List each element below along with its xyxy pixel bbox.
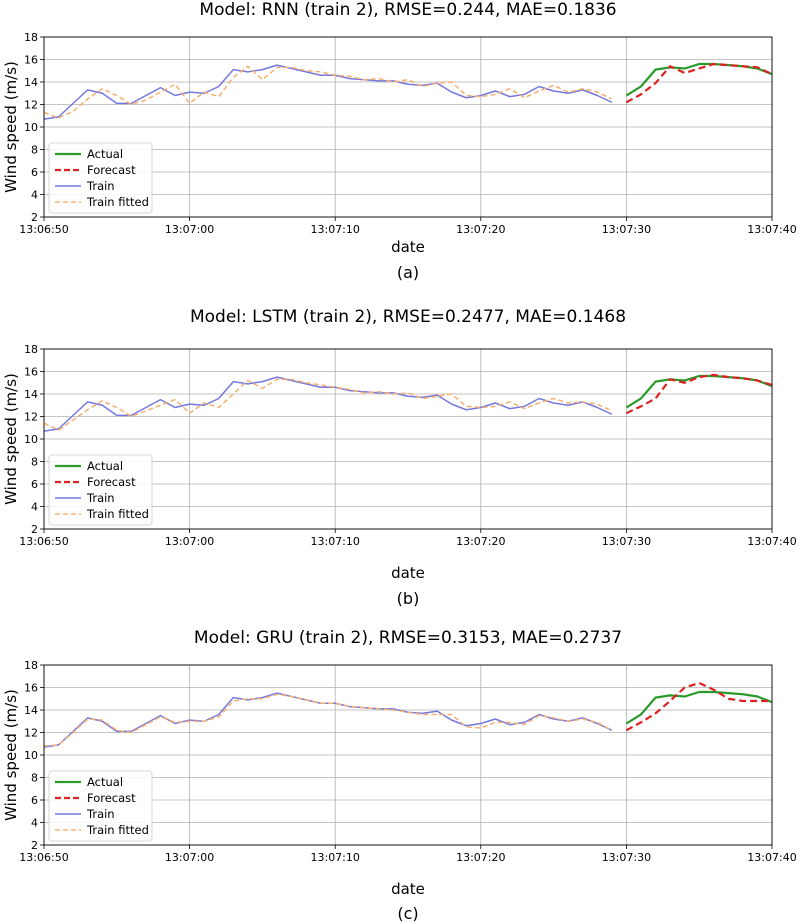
y-tick-label: 2 [31, 211, 38, 224]
chart-title: Model: RNN (train 2), RMSE=0.244, MAE=0.… [199, 0, 616, 20]
series-line-forecast [625, 681, 772, 732]
y-tick-label: 10 [24, 749, 38, 762]
y-tick-label: 2 [31, 839, 38, 852]
chart-title: Model: GRU (train 2), RMSE=0.3153, MAE=0… [194, 628, 622, 648]
x-tick-label: 13:07:30 [602, 535, 651, 548]
x-tick-label: 13:07:40 [747, 535, 796, 548]
series-line-train [43, 64, 613, 120]
chart-panel-lstm: Model: LSTM (train 2), RMSE=0.2477, MAE=… [2, 307, 797, 608]
x-tick-label: 13:07:30 [602, 223, 651, 236]
legend-box [48, 454, 153, 526]
series-line-actual [625, 690, 773, 725]
x-tick-label: 13:07:10 [310, 851, 359, 864]
x-tick-label: 13:07:00 [165, 535, 214, 548]
legend-label: Forecast [87, 475, 136, 489]
legend: Actual Forecast Train Train fitted [48, 142, 153, 214]
y-tick-label: 6 [31, 478, 38, 491]
series-line-train [43, 376, 613, 432]
legend-label: Train [86, 491, 115, 505]
legend-label: Forecast [87, 791, 136, 805]
y-axis-label: Wind speed (m/s) [2, 689, 20, 821]
y-tick-label: 18 [24, 659, 38, 672]
gridlines [43, 36, 773, 218]
y-axis-label: Wind speed (m/s) [2, 373, 20, 505]
legend-box [48, 142, 153, 214]
series-line-forecast [625, 373, 773, 415]
y-tick-label: 10 [24, 121, 38, 134]
legend: Actual Forecast Train Train fitted [48, 770, 153, 842]
legend-label: Forecast [87, 163, 136, 177]
legend-label: Train [86, 179, 115, 193]
y-tick-label: 18 [24, 31, 38, 44]
y-tick-label: 12 [24, 411, 38, 424]
x-tick-label: 13:07:10 [310, 535, 359, 548]
y-tick-label: 4 [31, 817, 38, 830]
y-tick-label: 8 [31, 144, 38, 157]
gridlines [43, 664, 773, 846]
series-line-train [43, 692, 613, 748]
x-axis-label: date [391, 238, 425, 256]
y-axis-label: Wind speed (m/s) [2, 61, 20, 193]
x-tick-label: 13:06:50 [19, 535, 68, 548]
legend-label: Train [86, 807, 115, 821]
y-tick-label: 4 [31, 501, 38, 514]
series-line-train-fitted [43, 65, 613, 119]
x-axis-label: date [391, 880, 425, 898]
y-tick-label: 16 [24, 54, 38, 67]
y-tick-label: 8 [31, 456, 38, 469]
x-tick-label: 13:07:40 [747, 223, 796, 236]
y-tick-label: 14 [24, 388, 38, 401]
x-tick-label: 13:07:30 [602, 851, 651, 864]
y-tick-label: 12 [24, 727, 38, 740]
x-tick-label: 13:07:00 [165, 851, 214, 864]
legend-label: Train fitted [86, 195, 149, 209]
x-axis-label: date [391, 564, 425, 582]
legend-label: Actual [87, 147, 123, 161]
x-tick-label: 13:07:00 [165, 223, 214, 236]
x-tick-label: 13:07:20 [456, 851, 505, 864]
x-tick-label: 13:07:20 [456, 535, 505, 548]
y-tick-label: 14 [24, 76, 38, 89]
x-tick-label: 13:07:40 [747, 851, 796, 864]
series-line-train-fitted [43, 693, 613, 747]
legend-label: Train fitted [86, 507, 149, 521]
y-tick-label: 10 [24, 433, 38, 446]
y-tick-label: 18 [24, 343, 38, 356]
x-tick-label: 13:07:10 [310, 223, 359, 236]
panel-label: (c) [397, 904, 418, 923]
chart-panel-rnn: Model: RNN (train 2), RMSE=0.244, MAE=0.… [2, 0, 797, 282]
y-tick-label: 6 [31, 166, 38, 179]
legend: Actual Forecast Train Train fitted [48, 454, 153, 526]
y-tick-label: 14 [24, 704, 38, 717]
y-tick-label: 8 [31, 772, 38, 785]
y-tick-label: 4 [31, 189, 38, 202]
x-tick-label: 13:06:50 [19, 223, 68, 236]
legend-label: Actual [87, 775, 123, 789]
legend-label: Train fitted [86, 823, 149, 837]
series-line-train-fitted [43, 378, 613, 431]
chart-title: Model: LSTM (train 2), RMSE=0.2477, MAE=… [190, 307, 626, 327]
panel-label: (a) [397, 263, 419, 282]
x-tick-label: 13:07:20 [456, 223, 505, 236]
gridlines [43, 348, 773, 530]
y-tick-label: 6 [31, 794, 38, 807]
y-tick-label: 2 [31, 523, 38, 536]
y-tick-label: 12 [24, 99, 38, 112]
series-line-forecast [625, 62, 773, 104]
y-tick-label: 16 [24, 682, 38, 695]
legend-box [48, 770, 153, 842]
legend-label: Actual [87, 459, 123, 473]
x-tick-label: 13:06:50 [19, 851, 68, 864]
chart-panel-gru: Model: GRU (train 2), RMSE=0.3153, MAE=0… [2, 628, 797, 923]
y-tick-label: 16 [24, 366, 38, 379]
panel-label: (b) [397, 589, 420, 608]
